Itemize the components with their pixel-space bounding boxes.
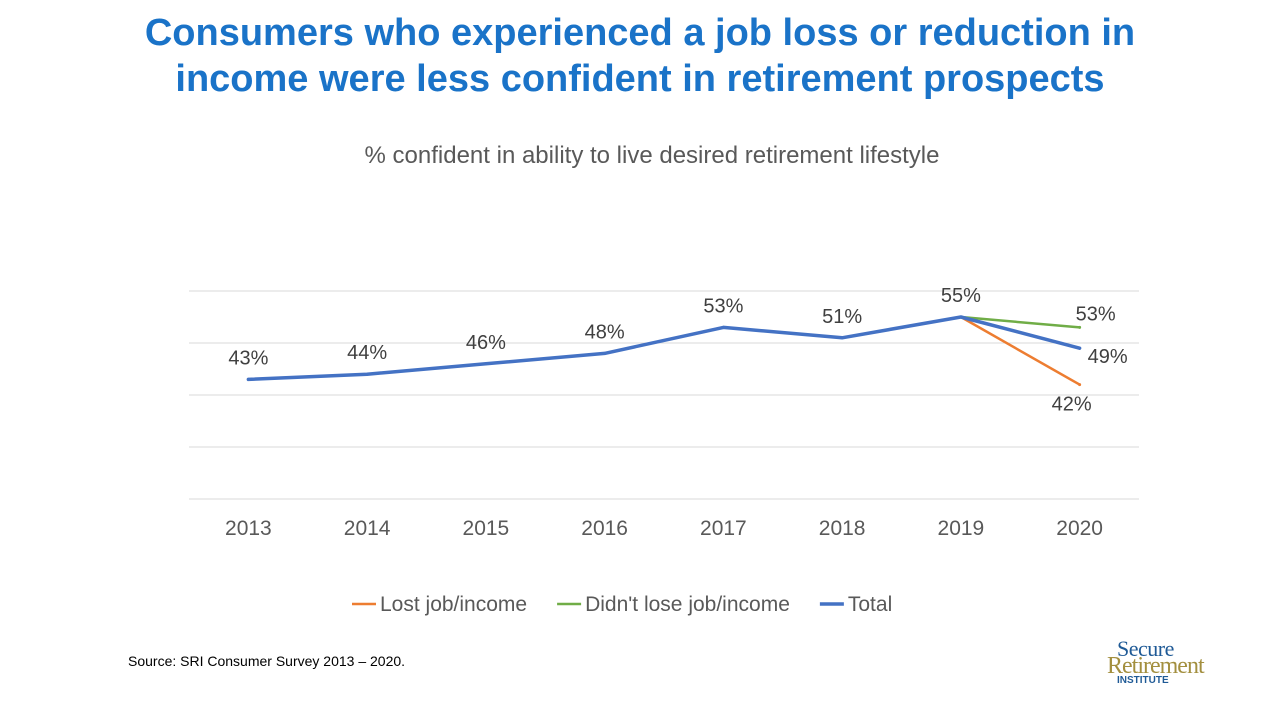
data-point bbox=[484, 362, 488, 366]
x-tick-label: 2018 bbox=[819, 517, 866, 540]
source-note: Source: SRI Consumer Survey 2013 – 2020. bbox=[128, 653, 406, 669]
title-line-2: income were less confident in retirement… bbox=[175, 58, 1105, 100]
series-line bbox=[959, 315, 1081, 329]
data-label: 53% bbox=[703, 295, 743, 317]
data-point bbox=[721, 325, 725, 329]
series-line bbox=[246, 315, 1082, 382]
page-title: Consumers who experienced a job loss or … bbox=[40, 10, 1240, 102]
chart-subtitle: % confident in ability to live desired r… bbox=[364, 142, 940, 169]
x-tick-label: 2016 bbox=[581, 517, 628, 540]
data-label: 53% bbox=[1076, 303, 1116, 325]
data-label: 49% bbox=[1088, 346, 1128, 368]
data-label: 42% bbox=[1052, 394, 1092, 416]
data-point bbox=[840, 336, 844, 340]
data-label: 43% bbox=[228, 347, 268, 369]
data-label: 55% bbox=[941, 285, 981, 307]
data-point bbox=[1078, 325, 1082, 329]
data-point bbox=[959, 315, 963, 319]
x-tick-label: 2020 bbox=[1056, 517, 1103, 540]
data-label: 48% bbox=[585, 321, 625, 343]
logo-text-retirement: Retirement bbox=[1107, 653, 1205, 679]
x-tick-label: 2019 bbox=[938, 517, 985, 540]
x-tick-label: 2014 bbox=[344, 517, 391, 540]
secure-retirement-institute-logo: Secure Retirement INSTITUTE bbox=[1105, 636, 1235, 688]
legend-label: Lost job/income bbox=[380, 593, 527, 616]
data-label: 44% bbox=[347, 342, 387, 364]
data-point bbox=[246, 377, 250, 381]
x-tick-label: 2017 bbox=[700, 517, 747, 540]
data-point bbox=[1078, 383, 1082, 387]
x-tick-label: 2013 bbox=[225, 517, 272, 540]
data-point bbox=[1078, 346, 1082, 350]
data-point bbox=[365, 372, 369, 376]
series-line bbox=[959, 315, 1081, 386]
data-label: 51% bbox=[822, 306, 862, 328]
legend-label: Didn't lose job/income bbox=[585, 593, 790, 616]
logo-text-institute: INSTITUTE bbox=[1117, 675, 1169, 686]
data-point bbox=[603, 351, 607, 355]
title-line-1: Consumers who experienced a job loss or … bbox=[144, 12, 1136, 54]
legend-label: Total bbox=[848, 593, 892, 616]
logo-text-secure: Secure bbox=[1117, 636, 1174, 661]
data-label: 46% bbox=[466, 332, 506, 354]
x-tick-label: 2015 bbox=[463, 517, 510, 540]
